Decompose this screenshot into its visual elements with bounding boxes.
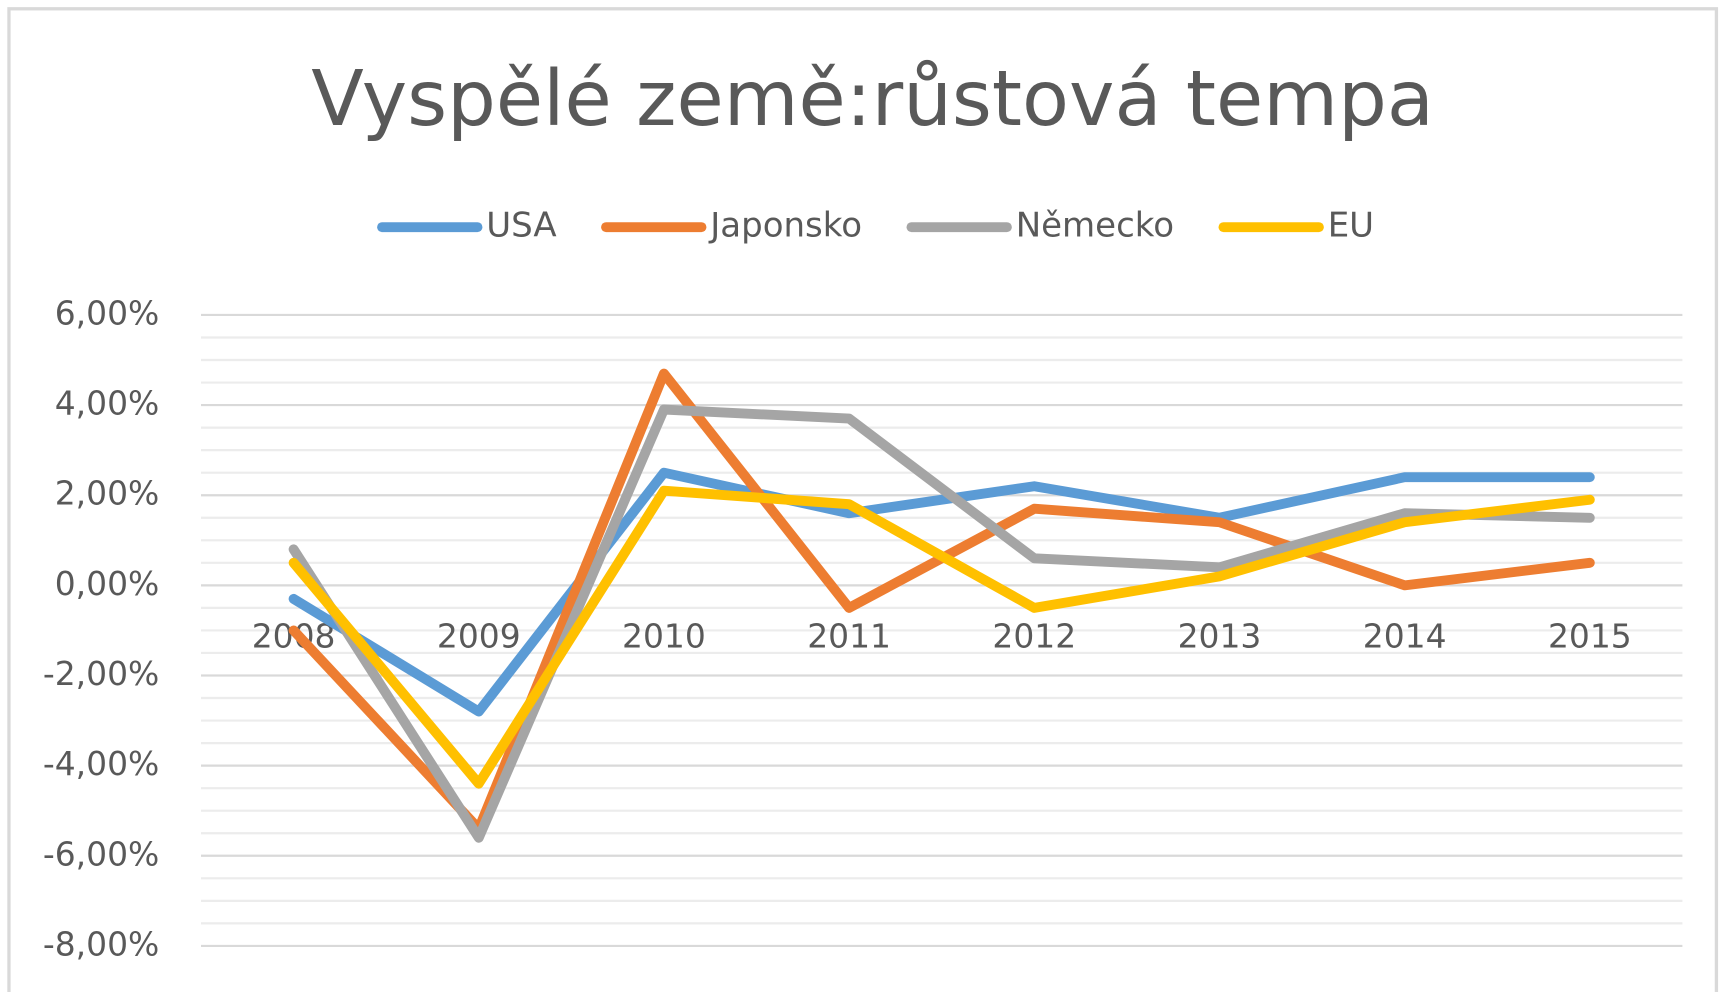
x-tick-label: 2015 xyxy=(1548,617,1632,656)
legend-label: EU xyxy=(1328,206,1374,246)
x-tick-label: 2010 xyxy=(622,617,706,656)
legend-label: USA xyxy=(486,206,556,246)
legend-label: Německo xyxy=(1016,206,1174,246)
series-line xyxy=(288,485,1595,789)
y-tick-label: 6,00% xyxy=(55,293,160,332)
y-tick-label: 2,00% xyxy=(55,474,160,513)
x-tick-label: 2013 xyxy=(1178,617,1262,656)
chart-title: Vyspělé země:růstová tempa xyxy=(311,55,1434,144)
legend-label: Japonsko xyxy=(708,206,862,246)
series-line xyxy=(288,404,1595,843)
x-tick-label: 2014 xyxy=(1363,617,1447,656)
y-tick-label: -4,00% xyxy=(43,744,159,783)
chart-frame xyxy=(7,7,1719,992)
x-tick-label: 2009 xyxy=(437,617,521,656)
y-tick-label: 0,00% xyxy=(55,564,160,603)
x-tick-label: 2012 xyxy=(992,617,1076,656)
y-tick-label: -2,00% xyxy=(43,654,159,693)
x-tick-label: 2011 xyxy=(807,617,891,656)
series-line xyxy=(288,467,1595,717)
y-tick-label: -8,00% xyxy=(43,924,159,963)
y-tick-label: 4,00% xyxy=(55,384,160,423)
y-tick-label: -6,00% xyxy=(43,834,159,873)
